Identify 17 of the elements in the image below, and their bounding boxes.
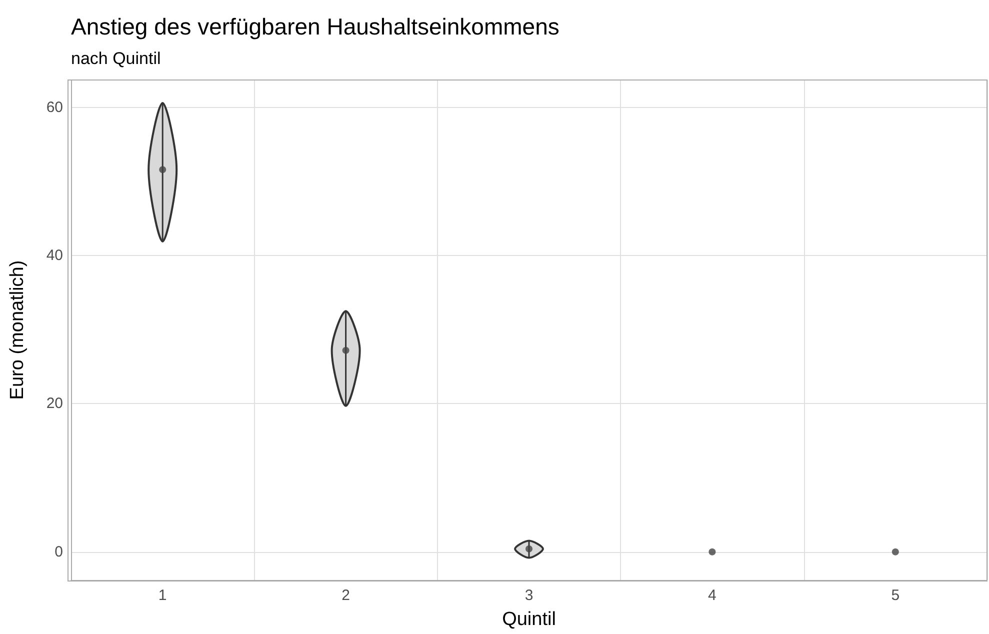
point — [708, 548, 716, 556]
x-tick-label: 1 — [158, 587, 167, 604]
point — [159, 166, 166, 174]
x-tick-label: 3 — [524, 587, 534, 604]
x-tick-label: 2 — [342, 587, 350, 604]
chart-title: Anstieg des verfügbaren Haushaltseinkommens — [71, 14, 560, 40]
chart-subtitle: nach Quintil — [71, 49, 161, 68]
y-tick-label: 20 — [46, 395, 63, 412]
y-tick-label: 40 — [46, 247, 63, 264]
y-tick-label: 60 — [46, 98, 63, 116]
x-axis-title: Quintil — [502, 609, 556, 630]
x-tick-label: 5 — [891, 587, 900, 604]
point — [892, 548, 899, 556]
x-tick-label: 4 — [708, 587, 716, 604]
point — [342, 346, 350, 354]
y-axis-title: Euro (monatlich) — [7, 260, 28, 400]
y-tick-label: 0 — [54, 543, 63, 560]
